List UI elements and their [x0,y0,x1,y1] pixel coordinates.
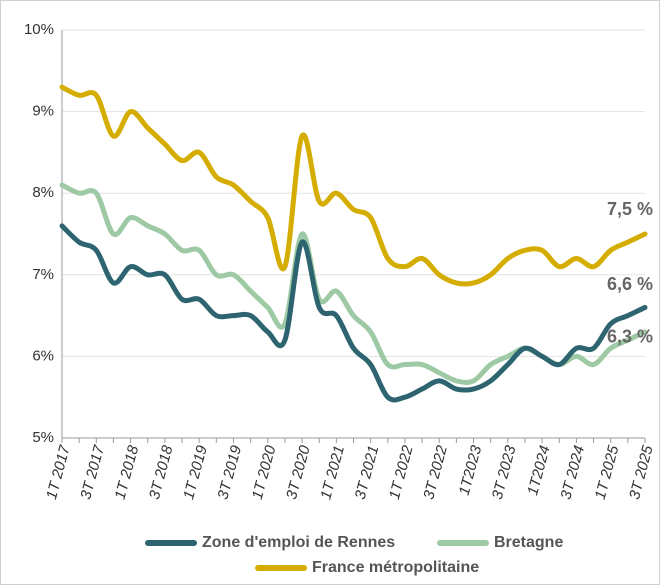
legend-label: Zone d'emploi de Rennes [202,534,395,551]
y-tick-label: 9% [32,103,54,120]
y-tick-label: 6% [32,347,54,364]
value-label: 7,5 % [607,199,653,219]
y-tick-label: 7% [32,266,54,283]
y-tick-label: 10% [24,21,54,38]
y-tick-label: 5% [32,429,54,446]
value-label: 6,6 % [607,274,653,294]
value-label: 6,3 % [607,327,653,347]
legend-label: France métropolitaine [312,559,479,576]
series-line [59,84,648,287]
legend-label: Bretagne [494,534,563,551]
y-tick-label: 8% [32,184,54,201]
series-line [59,223,648,403]
